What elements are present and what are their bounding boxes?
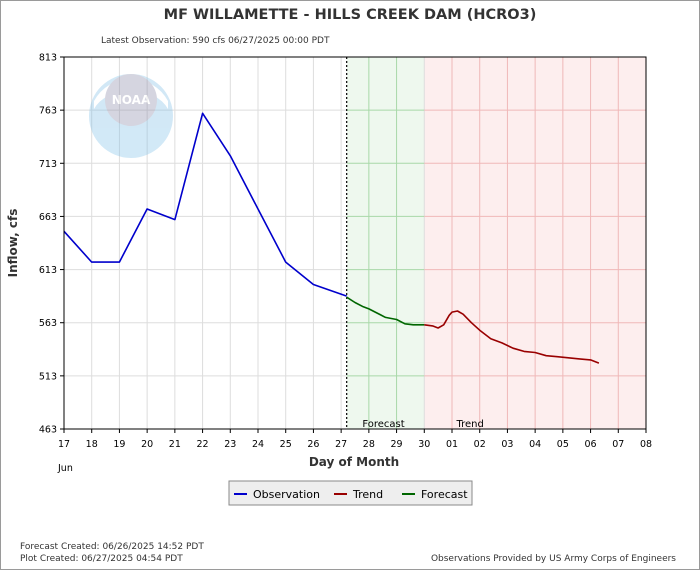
forecast-created: Forecast Created: 06/26/2025 14:52 PDT <box>20 542 204 552</box>
x-tick-label: 06 <box>585 439 597 450</box>
plot-border <box>63 56 647 430</box>
zone-forecast <box>346 57 425 429</box>
x-tick-label: 25 <box>280 439 292 450</box>
legend-label-trend: Trend <box>352 488 383 501</box>
x-tick-labels: 17 18 19 20 21 22 23 24 25 26 27 28 29 30 01 02 03 04 05 06… <box>58 439 652 450</box>
x-tick-label: 08 <box>640 439 652 450</box>
x-tick-label: 19 <box>113 439 125 450</box>
x-tick-label: 27 <box>335 439 347 450</box>
x-tick-label: 04 <box>529 439 541 450</box>
x-tick-label: 02 <box>474 439 486 450</box>
zone-labels: Forecast Trend <box>362 419 484 430</box>
y-tick-label: 763 <box>39 106 57 117</box>
zone-label-trend: Trend <box>455 419 483 430</box>
x-tick-label: 17 <box>58 439 70 450</box>
y-tick-label: 663 <box>39 212 57 223</box>
watermark-text: NOAA <box>112 93 151 107</box>
y-tick-label: 513 <box>39 371 57 382</box>
y-tick-label: 463 <box>39 425 57 436</box>
x-tick-label: 20 <box>141 439 153 450</box>
x-tick-label: 05 <box>557 439 569 450</box>
y-tick-label: 563 <box>39 318 57 329</box>
y-axis-label: Inflow, cfs <box>6 209 20 278</box>
y-tick-label: 613 <box>39 265 57 276</box>
x-tick-label: 30 <box>418 439 430 450</box>
data-credit: Observations Provided by US Army Corps o… <box>431 554 676 564</box>
legend-label-observation: Observation <box>253 488 320 501</box>
noaa-logo-watermark: NOAA <box>89 74 173 158</box>
x-tick-label: 18 <box>86 439 98 450</box>
series-observation-line <box>63 112 347 297</box>
y-tick-label: 713 <box>39 159 57 170</box>
y-tick-labels: 813 763 713 663 613 563 513 463 <box>39 53 57 436</box>
x-tick-label: 22 <box>197 439 209 450</box>
zone-label-forecast: Forecast <box>362 419 404 430</box>
x-tick-label: 01 <box>446 439 458 450</box>
zone-backgrounds <box>346 57 646 429</box>
plot-created: Plot Created: 06/27/2025 04:54 PDT <box>20 554 183 564</box>
x-month-label: Jun <box>57 463 73 474</box>
y-tick-label: 813 <box>39 53 57 64</box>
legend-label-forecast: Forecast <box>421 488 468 501</box>
x-tick-label: 23 <box>224 439 236 450</box>
series-lines <box>63 112 600 364</box>
x-tick-label: 07 <box>612 439 624 450</box>
x-tick-label: 03 <box>501 439 513 450</box>
latest-observation: Latest Observation: 590 cfs 06/27/2025 0… <box>101 36 330 46</box>
x-tick-label: 28 <box>363 439 375 450</box>
chart-title: MF WILLAMETTE - HILLS CREEK DAM (HCRO3) <box>164 7 537 23</box>
x-tick-label: 29 <box>391 439 403 450</box>
legend: Observation Trend Forecast <box>228 480 473 506</box>
legend-box <box>228 480 473 506</box>
x-tick-label: 21 <box>169 439 181 450</box>
x-tick-label: 24 <box>252 439 264 450</box>
x-tick-label: 26 <box>307 439 319 450</box>
x-axis-label: Day of Month <box>309 455 399 469</box>
series-forecast-line <box>346 296 425 326</box>
series-trend-line <box>424 310 600 364</box>
